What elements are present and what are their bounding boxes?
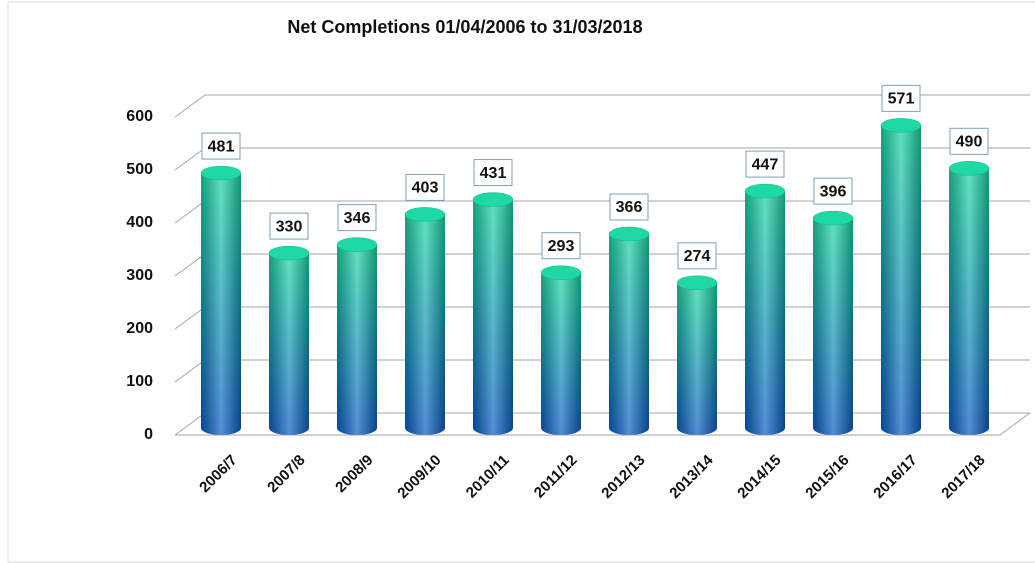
value-label: 293 [548, 238, 575, 255]
value-label-box [201, 132, 241, 160]
value-label-box [949, 127, 989, 155]
grid-line [174, 253, 206, 277]
value-label-box [677, 242, 717, 270]
bar-part [540, 265, 582, 280]
value-label: 447 [752, 156, 779, 173]
value-label-box [269, 212, 309, 240]
bar-part [948, 161, 990, 176]
bar-part [881, 125, 921, 436]
x-tick-label: 2012/13 [598, 452, 648, 502]
bar-part [200, 165, 242, 181]
grid-line [174, 200, 206, 224]
grid-line [174, 359, 206, 383]
x-tick-label: 2011/12 [531, 452, 581, 502]
grid-line [174, 306, 206, 330]
y-tick-label: 0 [144, 426, 153, 443]
value-label: 346 [344, 210, 371, 227]
bar-part [608, 226, 650, 242]
value-label: 403 [412, 180, 439, 197]
value-label: 330 [276, 218, 303, 235]
x-tick-label: 2007/8 [264, 452, 308, 496]
value-label-box [881, 84, 921, 112]
grid-line [174, 412, 206, 436]
value-label-box [813, 177, 853, 205]
bar [608, 226, 650, 435]
y-tick-label: 500 [126, 161, 153, 178]
value-label-box [473, 159, 513, 187]
bar-part [269, 253, 309, 435]
bar-part [405, 214, 445, 435]
bar [404, 207, 446, 435]
bar-part [472, 192, 514, 207]
value-label: 490 [956, 134, 983, 151]
y-tick-label: 300 [126, 267, 153, 284]
bar-part [541, 272, 581, 435]
y-tick-label: 100 [126, 373, 153, 390]
value-label: 571 [888, 91, 915, 108]
bar [540, 265, 582, 435]
value-label: 396 [820, 183, 847, 200]
bar [812, 210, 854, 435]
bar-part [949, 168, 989, 436]
value-label-box [405, 173, 445, 201]
value-label-box [609, 193, 649, 221]
bar-part [609, 234, 649, 435]
x-tick-label: 2015/16 [802, 452, 852, 502]
bar-part [676, 275, 718, 291]
value-label: 366 [616, 199, 643, 216]
x-tick-label: 2008/9 [332, 452, 376, 496]
value-label-box [337, 204, 377, 232]
x-tick-label: 2010/11 [463, 452, 513, 502]
y-tick-label: 400 [126, 214, 153, 231]
bar-part [880, 118, 922, 133]
grid-line [174, 94, 206, 118]
value-label: 431 [480, 165, 507, 182]
bar [268, 245, 310, 435]
value-label: 481 [208, 138, 235, 155]
bar-part [745, 191, 785, 435]
grid-line [174, 147, 206, 171]
bar-part [677, 282, 717, 435]
x-tick-label: 2014/15 [734, 452, 784, 502]
bar [744, 183, 786, 435]
floor-edge [999, 412, 1031, 436]
bar [948, 161, 990, 436]
bar [472, 192, 514, 435]
bar-part [813, 218, 853, 435]
frame [7, 1, 1035, 563]
bar-part [473, 199, 513, 435]
bar [336, 237, 378, 435]
bar-part [404, 207, 446, 222]
bar-part [268, 245, 310, 261]
x-tick-label: 2017/18 [938, 452, 988, 502]
value-label: 274 [684, 248, 711, 265]
bar-part [744, 183, 786, 199]
value-label-box [745, 150, 785, 178]
x-tick-label: 2009/10 [394, 452, 444, 502]
value-label-box [541, 232, 581, 260]
bar-part [337, 244, 377, 435]
x-tick-label: 2013/14 [666, 451, 717, 502]
bar [200, 165, 242, 435]
bar-part [201, 173, 241, 435]
bar-part [336, 237, 378, 252]
chart-title: Net Completions 01/04/2006 to 31/03/2018 [287, 17, 642, 37]
x-tick-label: 2016/17 [870, 452, 920, 502]
bar [676, 275, 718, 435]
bar-part [812, 210, 854, 226]
x-tick-label: 2006/7 [196, 452, 240, 496]
y-tick-label: 600 [126, 108, 153, 125]
bar [880, 118, 922, 436]
y-tick-label: 200 [126, 320, 153, 337]
